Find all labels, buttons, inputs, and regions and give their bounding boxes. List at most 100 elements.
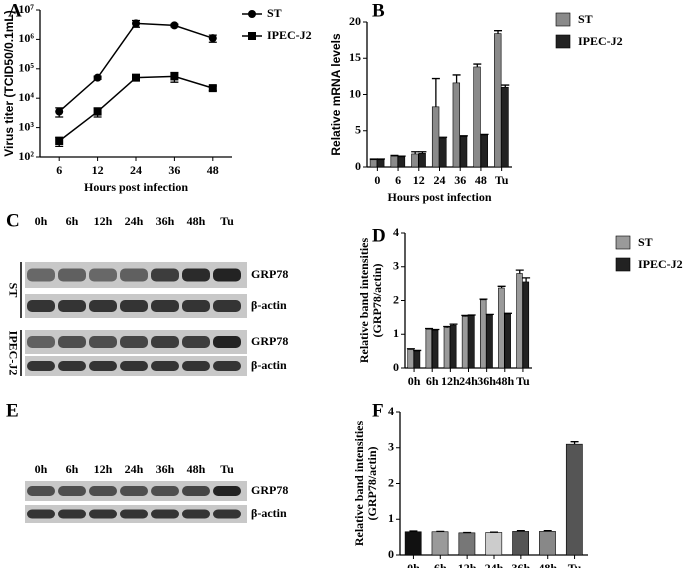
blot-band xyxy=(58,509,86,519)
x-tick-label: Tu xyxy=(568,561,582,568)
legend-marker xyxy=(248,32,256,40)
y-tick-label: 0 xyxy=(355,159,361,173)
blot-band xyxy=(151,361,179,371)
legend-swatch xyxy=(615,257,631,272)
blot-band xyxy=(182,336,210,348)
y-tick-label: 2 xyxy=(393,292,399,306)
blot-band xyxy=(151,336,179,348)
x-tick-label: 48 xyxy=(475,173,487,187)
bar xyxy=(450,324,457,369)
blot-band xyxy=(151,486,179,496)
blot-band xyxy=(89,336,117,348)
error-bar xyxy=(418,151,427,154)
error-bar xyxy=(497,285,506,289)
error-bar xyxy=(452,74,461,83)
bar xyxy=(468,315,475,369)
blot-band xyxy=(213,509,241,519)
error-bar xyxy=(413,349,422,352)
blot-band xyxy=(213,486,241,496)
blot-band xyxy=(58,336,86,348)
line xyxy=(58,22,214,113)
lane-label: 6h xyxy=(66,214,79,228)
marker xyxy=(93,107,102,116)
blot-band xyxy=(89,361,117,371)
error-bar xyxy=(494,30,503,34)
bar xyxy=(418,152,426,168)
error-bar xyxy=(409,530,418,532)
row-label: GRP78 xyxy=(251,267,288,281)
y-tick-label: 20 xyxy=(349,14,361,28)
blot-band xyxy=(27,509,55,519)
bar xyxy=(494,33,502,168)
group-label: ST xyxy=(6,283,20,298)
blot-band xyxy=(27,300,55,312)
blot-band xyxy=(213,336,241,348)
blot-band xyxy=(182,486,210,496)
bar xyxy=(565,443,583,556)
lane-label: 48h xyxy=(187,214,206,228)
error-bar xyxy=(570,441,579,445)
lane-label: Tu xyxy=(220,214,234,228)
blot-band xyxy=(182,361,210,371)
bar xyxy=(390,155,398,168)
y-tick-label: 10⁴ xyxy=(18,90,34,104)
line xyxy=(58,75,214,142)
y-tick-label: 3 xyxy=(393,259,399,273)
x-tick-label: 12h xyxy=(441,374,460,388)
bar xyxy=(397,156,406,168)
bar xyxy=(498,287,505,369)
error-bar xyxy=(522,277,531,282)
x-tick-label: 24 xyxy=(434,173,446,187)
bar xyxy=(377,159,385,168)
marker xyxy=(55,137,64,146)
y-tick-label: 10⁵ xyxy=(18,61,34,75)
error-bar xyxy=(390,154,399,157)
blot-band xyxy=(120,268,148,282)
blot-band xyxy=(182,509,210,519)
lane-label: Tu xyxy=(220,462,234,476)
bar xyxy=(413,350,421,369)
y-tick-label: 10³ xyxy=(18,119,34,133)
error-bar xyxy=(480,133,489,136)
error-bar xyxy=(473,63,482,67)
bar xyxy=(504,313,511,369)
x-tick-label: 24h xyxy=(485,561,504,568)
x-tick-label: 0h xyxy=(408,374,421,388)
blot-band xyxy=(120,300,148,312)
marker xyxy=(208,34,217,43)
error-bar xyxy=(479,298,488,300)
error-bar xyxy=(431,328,440,331)
y-tick-label: 0 xyxy=(388,547,394,561)
x-tick-label: Tu xyxy=(516,374,530,388)
bar xyxy=(522,281,530,369)
x-tick-label: 6 xyxy=(395,173,401,187)
x-tick-label: 0 xyxy=(374,173,380,187)
error-bar xyxy=(515,269,524,274)
bar xyxy=(407,349,414,369)
blot-band xyxy=(27,361,55,371)
bar xyxy=(443,327,451,369)
error-bar xyxy=(443,325,452,328)
y-tick-label: 4 xyxy=(393,225,399,239)
y-axis-label: Virus titer (TCID50/0.1mL) xyxy=(2,10,16,156)
bar xyxy=(459,136,468,168)
legend-label: ST xyxy=(267,6,282,20)
x-tick-label: 36 xyxy=(454,173,466,187)
bar xyxy=(461,316,469,369)
y-tick-label: 5 xyxy=(355,123,361,137)
legend-label: IPEC-J2 xyxy=(267,28,312,42)
blot-band xyxy=(120,509,148,519)
y-tick-label: 3 xyxy=(388,440,394,454)
blot-band xyxy=(58,361,86,371)
lane-label: 48h xyxy=(187,462,206,476)
error-bar xyxy=(425,327,434,330)
blot-band xyxy=(89,486,117,496)
blot-band xyxy=(151,300,179,312)
bar xyxy=(479,299,487,369)
x-tick-label: 0h xyxy=(407,561,420,568)
x-tick-label: 6h xyxy=(426,374,439,388)
blot-band xyxy=(58,268,86,282)
lane-label: 24h xyxy=(125,214,144,228)
marker xyxy=(170,72,179,81)
bar xyxy=(404,531,422,556)
